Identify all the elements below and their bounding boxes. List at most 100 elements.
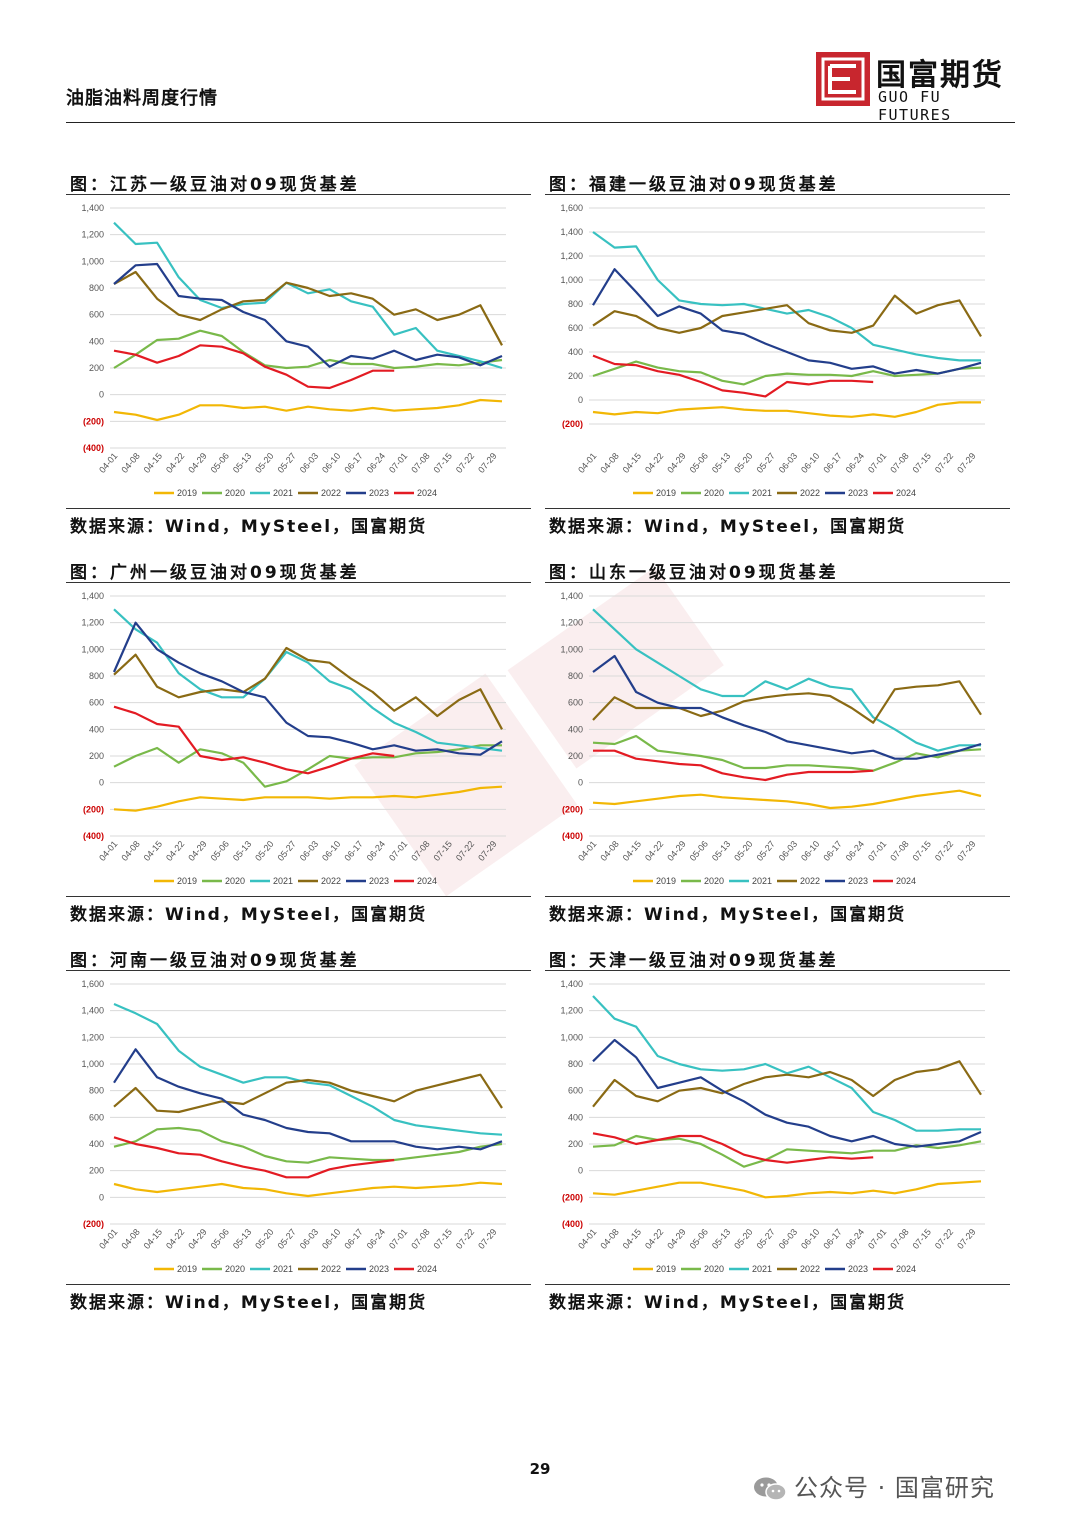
y-tick-label: 800 [568, 671, 583, 681]
x-tick-label: 07-01 [387, 451, 409, 475]
x-tick-label: 04-22 [164, 451, 186, 475]
x-tick-label: 06-03 [298, 451, 320, 475]
line-chart: (400) (200) 0 200 400 600 800 1,000 1,200 1,400 04… [560, 591, 985, 886]
x-tick-label: 07-22 [454, 1227, 476, 1251]
x-tick-label: 04-22 [164, 839, 186, 863]
x-tick-label: 04-15 [142, 451, 164, 475]
x-tick-label: 07-08 [888, 839, 910, 863]
series-line-2023 [592, 654, 982, 760]
y-tick-label: (200) [83, 1219, 104, 1229]
data-source-note: 数据来源：Wind，MySteel，国富期货 [549, 905, 907, 925]
y-tick-label: (200) [83, 416, 104, 426]
x-tick-label: 05-27 [275, 451, 297, 475]
y-tick-label: 0 [578, 1166, 583, 1176]
x-tick-label: 04-15 [621, 1227, 643, 1251]
x-tick-label: 05-13 [710, 1227, 732, 1251]
y-tick-label: 1,000 [81, 1059, 104, 1069]
x-tick-label: 07-15 [432, 1227, 454, 1251]
series-line-2022 [113, 1073, 503, 1114]
chart-bottom-rule [66, 508, 531, 509]
y-tick-label: 400 [568, 1112, 583, 1122]
x-tick-label: 06-17 [342, 451, 364, 475]
series-line-2023 [592, 1038, 982, 1148]
series-line-2022 [592, 1060, 982, 1108]
y-tick-label: 1,400 [560, 979, 583, 989]
x-tick-label: 07-15 [911, 1227, 933, 1251]
legend-label: 2024 [417, 488, 437, 498]
series-line-2019 [113, 398, 503, 422]
chart-title: 图：广州一级豆油对09现货基差 [70, 563, 360, 583]
report-title: 油脂油料周度行情 [66, 88, 218, 109]
x-tick-label: 05-27 [275, 1227, 297, 1251]
chart-bottom-rule [66, 1284, 531, 1285]
y-tick-label: 600 [89, 1112, 104, 1122]
series-line-2019 [113, 785, 503, 812]
chart-title-rule [545, 970, 1010, 971]
chart-title-rule [66, 970, 531, 971]
y-tick-label: 200 [568, 1139, 583, 1149]
x-tick-label: 06-10 [799, 1227, 821, 1251]
x-tick-label: 04-15 [142, 1227, 164, 1251]
line-chart: (400) (200) 0 200 400 600 800 1,000 1,200 1,400 04… [81, 203, 506, 498]
x-tick-label: 06-17 [342, 1227, 364, 1251]
x-tick-label: 04-15 [621, 451, 643, 475]
legend-label: 2019 [177, 488, 197, 498]
legend-label: 2022 [800, 1264, 820, 1274]
x-tick-label: 05-27 [754, 1227, 776, 1251]
legend-label: 2020 [225, 876, 245, 886]
y-tick-label: 200 [89, 751, 104, 761]
x-tick-label: 06-03 [298, 839, 320, 863]
x-tick-label: 05-06 [209, 839, 231, 863]
data-source-note: 数据来源：Wind，MySteel，国富期货 [549, 1293, 907, 1313]
chart-title: 图：河南一级豆油对09现货基差 [70, 951, 360, 971]
series-line-2021 [113, 608, 503, 752]
legend-label: 2019 [177, 1264, 197, 1274]
data-source-note: 数据来源：Wind，MySteel，国富期货 [70, 905, 428, 925]
y-tick-label: (400) [562, 831, 583, 841]
legend-label: 2019 [177, 876, 197, 886]
chart-title: 图：山东一级豆油对09现货基差 [549, 563, 839, 583]
y-tick-label: 0 [99, 1192, 104, 1202]
series-line-2022 [113, 646, 503, 730]
x-tick-label: 05-06 [688, 451, 710, 475]
y-tick-label: 0 [578, 395, 583, 405]
legend-label: 2019 [656, 488, 676, 498]
x-tick-label: 04-01 [97, 451, 119, 475]
x-tick-label: 05-13 [710, 451, 732, 475]
legend-label: 2024 [417, 1264, 437, 1274]
x-tick-label: 05-20 [732, 451, 754, 475]
x-tick-label: 07-01 [387, 1227, 409, 1251]
y-tick-label: 1,000 [560, 1032, 583, 1042]
y-tick-label: 1,200 [560, 618, 583, 628]
series-line-2024 [593, 749, 874, 782]
x-tick-label: 07-29 [955, 1227, 977, 1251]
x-tick-label: 05-06 [688, 839, 710, 863]
series-line-2023 [113, 262, 503, 368]
x-tick-label: 04-29 [665, 451, 687, 475]
line-chart: (400) (200) 0 200 400 600 800 1,000 1,200 1,400 04… [560, 979, 985, 1274]
series-line-2024 [113, 1136, 395, 1179]
series-line-2019 [592, 789, 982, 810]
data-source-note: 数据来源：Wind，MySteel，国富期货 [70, 517, 428, 537]
legend-label: 2023 [848, 876, 868, 886]
logo-chinese-name: 国富期货 [876, 58, 1004, 93]
legend-label: 2021 [273, 488, 293, 498]
y-tick-label: (400) [83, 831, 104, 841]
chart-bottom-rule [545, 896, 1010, 897]
y-tick-label: 200 [568, 371, 583, 381]
legend-label: 2023 [848, 1264, 868, 1274]
x-tick-label: 07-29 [476, 839, 498, 863]
page-number: 29 [529, 1460, 551, 1478]
chart-panel-tianjin: 图：天津一级豆油对09现货基差 (400) (200) 0 200 400 600 800 1… [545, 946, 1010, 1313]
legend-label: 2021 [752, 488, 772, 498]
y-tick-label: 1,000 [560, 275, 583, 285]
x-tick-label: 06-24 [365, 451, 387, 475]
y-tick-label: 600 [568, 1086, 583, 1096]
legend-label: 2022 [321, 488, 341, 498]
x-tick-label: 04-01 [97, 1227, 119, 1251]
legend-label: 2021 [273, 1264, 293, 1274]
series-line-2023 [113, 1048, 503, 1151]
x-tick-label: 04-22 [643, 1227, 665, 1251]
x-tick-label: 04-29 [665, 1227, 687, 1251]
legend-label: 2019 [656, 876, 676, 886]
